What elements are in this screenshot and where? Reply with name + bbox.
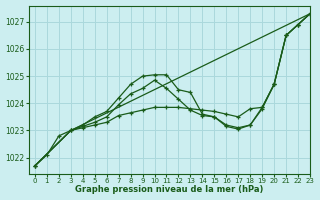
X-axis label: Graphe pression niveau de la mer (hPa): Graphe pression niveau de la mer (hPa) bbox=[75, 185, 264, 194]
